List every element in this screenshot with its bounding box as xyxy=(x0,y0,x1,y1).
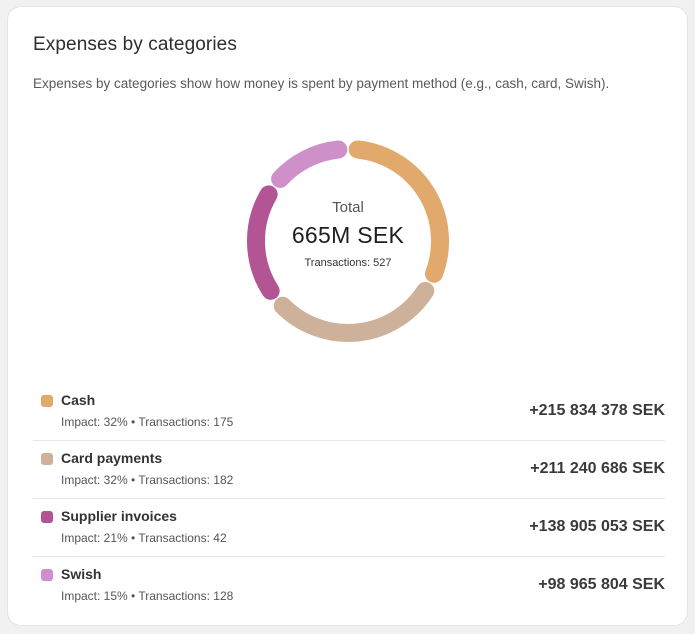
legend-swatch xyxy=(41,511,53,523)
category-name: Cash xyxy=(61,392,96,408)
legend-swatch xyxy=(41,453,53,465)
donut-slice-card-payments[interactable] xyxy=(273,281,435,342)
total-value: 665M SEK xyxy=(291,222,405,248)
category-amount: +138 905 053 SEK xyxy=(529,518,665,535)
donut-slice-cash[interactable] xyxy=(348,140,449,283)
category-name: Supplier invoices xyxy=(61,508,177,524)
legend-swatch xyxy=(41,395,53,407)
donut-chart: Total 665M SEK Transactions: 527 xyxy=(238,131,458,351)
total-label: Total xyxy=(332,199,364,216)
category-row-supplier-invoices[interactable]: Supplier invoices Impact: 21% • Transact… xyxy=(33,499,665,557)
expenses-card: Expenses by categories Expenses by categ… xyxy=(7,6,688,626)
donut-slice-supplier-invoices[interactable] xyxy=(247,185,280,300)
category-list: Cash Impact: 32% • Transactions: 175 +21… xyxy=(33,383,665,614)
category-name: Card payments xyxy=(61,450,163,466)
category-meta: Impact: 32% • Transactions: 182 xyxy=(61,473,234,487)
donut-center: Total 665M SEK Transactions: 527 xyxy=(238,131,458,351)
category-meta: Impact: 32% • Transactions: 175 xyxy=(61,415,234,429)
donut-slice-swish[interactable] xyxy=(271,140,348,188)
legend-swatch xyxy=(41,569,53,581)
donut-svg xyxy=(247,140,449,342)
category-meta: Impact: 15% • Transactions: 128 xyxy=(61,589,234,603)
card-title: Expenses by categories xyxy=(33,34,237,55)
category-name: Swish xyxy=(61,566,102,582)
category-amount: +215 834 378 SEK xyxy=(529,402,665,419)
card-subtitle: Expenses by categories show how money is… xyxy=(33,76,610,91)
category-row-cash[interactable]: Cash Impact: 32% • Transactions: 175 +21… xyxy=(33,383,665,441)
category-amount: +98 965 804 SEK xyxy=(538,576,665,593)
category-amount: +211 240 686 SEK xyxy=(530,460,665,477)
total-transactions: Transactions: 527 xyxy=(304,257,392,269)
category-row-swish[interactable]: Swish Impact: 15% • Transactions: 128 +9… xyxy=(33,557,665,614)
category-row-card-payments[interactable]: Card payments Impact: 32% • Transactions… xyxy=(33,441,665,499)
category-meta: Impact: 21% • Transactions: 42 xyxy=(61,531,227,545)
